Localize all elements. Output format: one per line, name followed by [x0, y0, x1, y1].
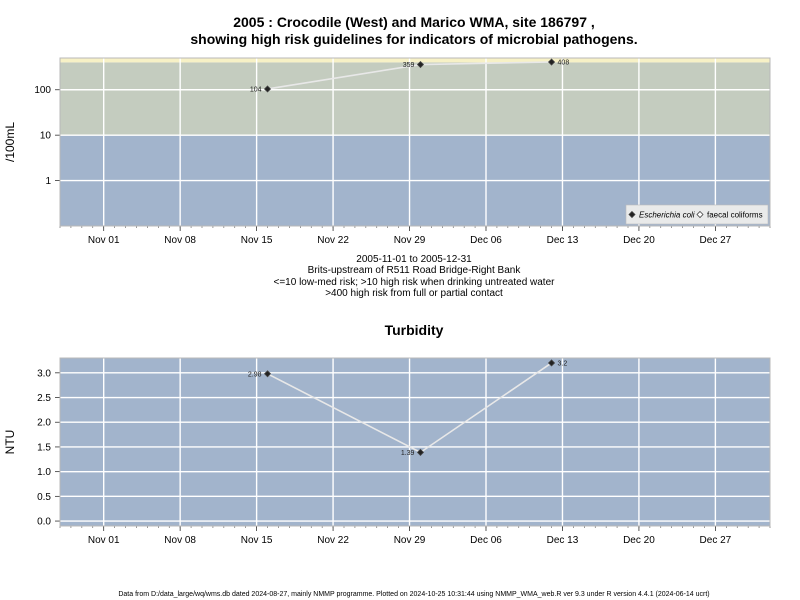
- x-tick-label: Nov 15: [241, 235, 273, 246]
- drinking-risk-subtitle: <=10 low-med risk; >10 high risk when dr…: [274, 277, 556, 288]
- y-axis-title: /100mL: [3, 122, 17, 162]
- y-axis-title: NTU: [3, 430, 17, 455]
- y-tick-label: 2.0: [37, 418, 51, 429]
- x-tick-label: Nov 29: [394, 535, 426, 546]
- x-tick-label: Nov 29: [394, 235, 426, 246]
- x-tick-label: Dec 27: [700, 535, 732, 546]
- risk-band-1: [60, 62, 770, 136]
- data-label: 3.2: [558, 360, 568, 367]
- data-label: 104: [250, 86, 262, 93]
- x-tick-label: Dec 20: [623, 235, 655, 246]
- x-tick-label: Dec 13: [547, 235, 579, 246]
- y-tick-label: 1.0: [37, 467, 51, 478]
- legend-label: faecal coliforms: [707, 211, 763, 220]
- x-tick-label: Nov 01: [88, 235, 120, 246]
- plot-frame: [59, 57, 771, 227]
- chart-title-line-2: showing high risk guidelines for indicat…: [190, 31, 637, 47]
- y-tick-label: 0.5: [37, 492, 51, 503]
- plot-background: [60, 358, 770, 526]
- y-tick-label: 1.5: [37, 442, 51, 453]
- x-tick-label: Nov 08: [164, 535, 196, 546]
- x-tick-label: Dec 27: [700, 235, 732, 246]
- data-point: [263, 370, 272, 378]
- x-tick-label: Nov 22: [317, 235, 349, 246]
- data-label: 408: [558, 60, 570, 67]
- contact-risk-subtitle: >400 high risk from full or partial cont…: [325, 288, 503, 299]
- data-point: [547, 359, 556, 367]
- y-tick-label: 10: [40, 131, 52, 142]
- data-point: [263, 85, 272, 93]
- y-tick-label: 100: [34, 85, 51, 96]
- turbidity-title: Turbidity: [385, 322, 444, 338]
- plot-frame: [59, 357, 771, 527]
- data-label: 359: [403, 62, 415, 69]
- x-tick-label: Dec 20: [623, 535, 655, 546]
- legend: Escherichia coli faecal coliforms: [625, 204, 769, 225]
- y-tick-label: 0.0: [37, 517, 51, 528]
- data-point: [416, 60, 425, 69]
- date-range-subtitle: 2005-11-01 to 2005-12-31: [356, 254, 472, 265]
- legend-marker: [628, 210, 636, 219]
- legend-label: Escherichia coli: [639, 211, 695, 220]
- x-tick-label: Nov 15: [241, 535, 273, 546]
- data-label: 2.98: [248, 371, 262, 378]
- data-point: [416, 448, 425, 456]
- data-point: [547, 58, 556, 66]
- y-tick-label: 1: [45, 176, 51, 187]
- data-label: 1.39: [401, 450, 415, 457]
- risk-band-2: [60, 58, 770, 63]
- x-tick-label: Nov 22: [317, 535, 349, 546]
- x-tick-label: Dec 06: [470, 235, 502, 246]
- y-tick-label: 3.0: [37, 368, 51, 379]
- site-name-subtitle: Brits-upstream of R511 Road Bridge-Right…: [308, 265, 522, 276]
- legend-marker: [696, 210, 704, 219]
- x-tick-label: Nov 01: [88, 535, 120, 546]
- turbidity-plot-panel: Nov 01 Nov 08 Nov 15 Nov 22 Nov 29 Dec 06 Dec …: [3, 357, 771, 546]
- x-tick-label: Dec 06: [470, 535, 502, 546]
- microbial-plot-panel: Nov 01 Nov 08 Nov 15 Nov 22 Nov 29 Dec 06 Dec …: [3, 57, 771, 246]
- chart-title-line-1: 2005 : Crocodile (West) and Marico WMA, …: [233, 14, 595, 30]
- footer-note: Data from D:/data_large/wq/wms.db dated …: [118, 591, 709, 598]
- x-tick-label: Nov 08: [164, 235, 196, 246]
- y-tick-label: 2.5: [37, 393, 51, 404]
- x-tick-label: Dec 13: [547, 535, 579, 546]
